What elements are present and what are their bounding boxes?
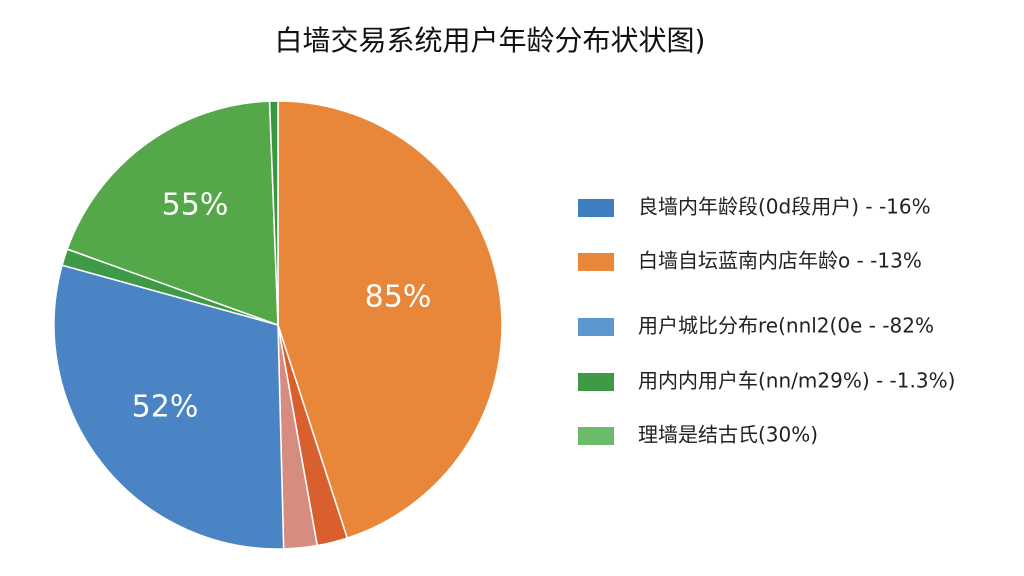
pie-slice	[268, 100, 279, 326]
legend-swatch	[578, 318, 614, 336]
chart-title: 白墙交易系统用户年龄分布状状图)	[275, 24, 706, 57]
pie-slice	[277, 100, 503, 539]
legend-swatch	[578, 427, 614, 445]
slice-label: 85%	[365, 280, 432, 315]
legend-swatch	[578, 373, 614, 391]
legend-swatch	[578, 253, 614, 271]
legend-label: 白墙自坛蓝南内店年龄o - -13%	[638, 249, 922, 273]
pie-slice	[66, 100, 279, 327]
legend-label: 用内内用户车(nn/m29%) - -1.3%)	[638, 369, 955, 393]
slice-label: 55%	[162, 188, 229, 223]
legend-label: 理墙是结古氏(30%)	[638, 423, 818, 447]
legend-label: 用户城比分布re(nnl2(0e - -82%	[638, 314, 934, 338]
pie-slice	[53, 264, 285, 550]
slice-label: 52%	[132, 390, 199, 425]
legend-label: 良墙内年龄段(0d段用户) - -16%	[638, 195, 931, 219]
legend-swatch	[578, 199, 614, 217]
